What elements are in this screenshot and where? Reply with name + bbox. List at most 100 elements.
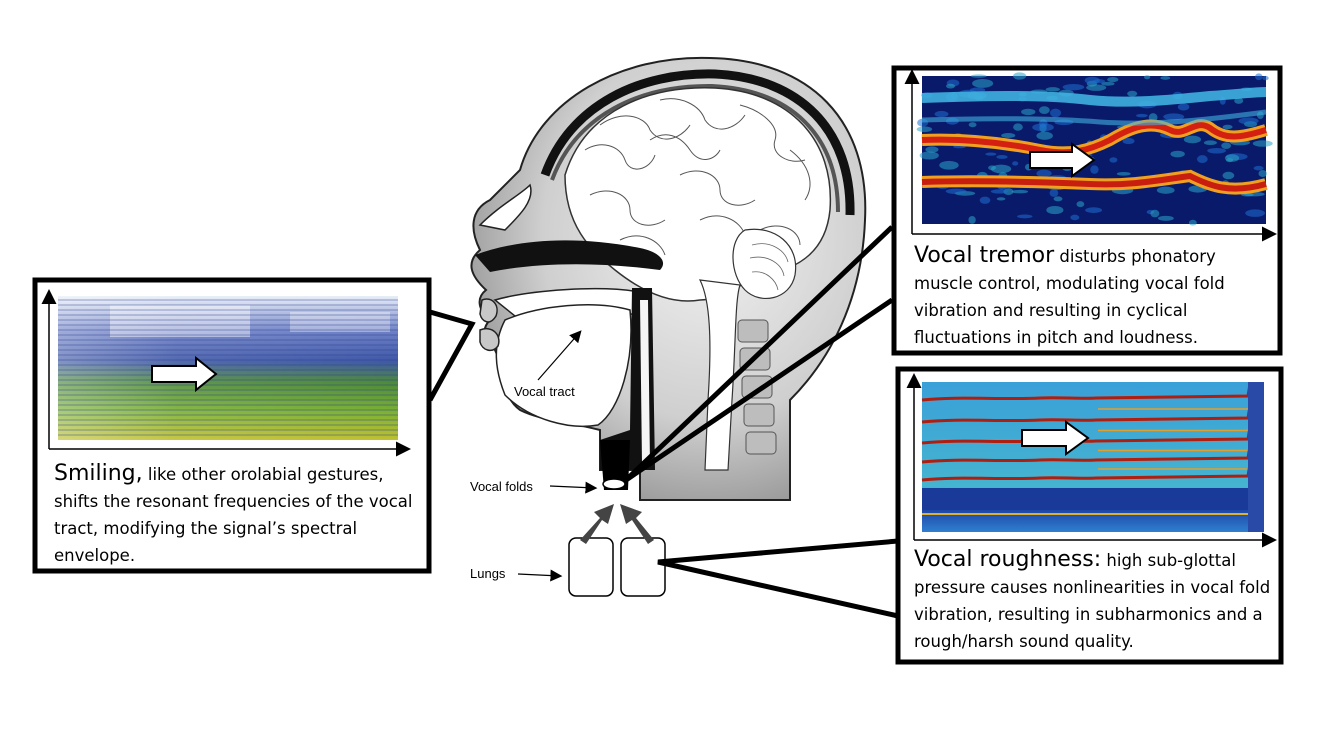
tremor-speckle: [1245, 209, 1265, 217]
tremor-speckle: [1036, 169, 1052, 178]
tremor-speckle: [1013, 123, 1023, 131]
tremor-speckle: [1163, 113, 1185, 121]
tremor-caption: Vocal tremor disturbs phonatory muscle c…: [914, 242, 1272, 351]
roughness-lead: Vocal roughness:: [914, 547, 1102, 572]
tremor-speckle: [1238, 117, 1259, 125]
tremor-speckle: [990, 189, 1008, 194]
tremor-speckle: [934, 110, 949, 118]
smiling-connector: [427, 309, 476, 402]
tremor-speckle: [1109, 157, 1118, 163]
tremor-speckle: [1050, 108, 1062, 118]
tremor-speckle: [1127, 90, 1138, 97]
tremor-speckle: [1143, 75, 1151, 80]
tremor-speckle: [1101, 81, 1115, 86]
vocal-tract-pointer: [537, 330, 582, 381]
tremor-speckle: [1234, 97, 1244, 104]
tremor-speckle: [1013, 72, 1027, 80]
tremor-speckle: [1038, 106, 1050, 114]
tremor-speckle: [1070, 214, 1080, 221]
tremor-speckle: [1011, 189, 1029, 194]
tremor-speckle: [1012, 161, 1019, 166]
tremor-speckle: [1116, 172, 1131, 176]
tremor-speckle: [1222, 171, 1235, 180]
tremor-speckle: [1222, 124, 1233, 130]
tremor-speckle: [1252, 140, 1273, 147]
airflow-arrow-left: [580, 504, 614, 544]
roughness-text: high sub-glottal pressure causes nonline…: [914, 551, 1271, 651]
tremor-speckle: [945, 188, 967, 195]
tremor-speckle: [1258, 169, 1267, 178]
tremor-shift-arrow: [1029, 142, 1096, 178]
tremor-speckle: [990, 164, 1012, 174]
tremor-speckle: [1045, 87, 1060, 92]
vocal-folds-label: Vocal folds: [470, 479, 533, 494]
tremor-speckle: [1084, 76, 1100, 84]
tremor-speckle: [972, 79, 994, 88]
tremor-speckle: [968, 215, 976, 224]
tremor-speckle: [1253, 165, 1264, 171]
smiling-caption: Smiling, like other orolabial gestures, …: [54, 460, 416, 569]
tremor-speckle: [1001, 133, 1016, 138]
tremor-speckle: [1157, 215, 1174, 221]
tremor-text: disturbs phonatory muscle control, modul…: [914, 247, 1225, 347]
roughness-harmonic-line: [921, 405, 1252, 424]
tremor-speckle: [1224, 154, 1240, 162]
tremor-speckle: [970, 74, 987, 78]
roughness-spectrogram: [921, 382, 1264, 532]
tremor-speckle: [1188, 219, 1197, 226]
smiling-shift-arrow: [151, 355, 218, 393]
tremor-speckle: [1053, 196, 1063, 202]
smiling-spectrogram: [58, 296, 398, 440]
tremor-speckle: [979, 196, 991, 204]
tremor-speckle: [946, 83, 956, 89]
tremor-speckle: [1196, 155, 1208, 164]
vocal-tract-label: Vocal tract: [514, 384, 575, 399]
tremor-speckle: [916, 126, 933, 133]
roughness-panel: [895, 366, 1284, 665]
smiling-lead: Smiling,: [54, 461, 143, 486]
tremor-speckle: [996, 155, 1008, 159]
tremor-speckle: [1221, 142, 1232, 149]
tremor-speckle: [1003, 188, 1014, 195]
tremor-speckle: [1156, 186, 1175, 194]
roughness-harmonic-line: [921, 445, 1252, 464]
smiling-text: like other orolabial gestures, shifts th…: [54, 465, 413, 565]
tremor-speckle: [1090, 165, 1099, 174]
roughness-caption: Vocal roughness: high sub-glottal pressu…: [914, 546, 1274, 655]
tremor-speckle: [1122, 137, 1135, 145]
tremor-speckle: [1183, 135, 1202, 144]
tremor-speckle: [1049, 189, 1059, 197]
tremor-speckle: [1032, 123, 1054, 132]
roughness-harmonic-line: [921, 463, 1252, 482]
tremor-speckle: [1160, 76, 1171, 80]
tremor-speckle: [1262, 75, 1269, 81]
smiling-panel: [32, 277, 432, 574]
vocal-folds-pointer: [549, 481, 598, 494]
tremor-speckle: [1207, 147, 1227, 154]
vocal-fold-ellipse: [602, 478, 626, 490]
tremor-speckle: [1170, 150, 1185, 158]
head-illustration: [470, 56, 867, 501]
tremor-spectrogram: [916, 72, 1273, 226]
tremor-speckle: [1036, 131, 1053, 140]
roughness-harmonic-line: [921, 383, 1252, 402]
tremor-speckle: [1021, 108, 1036, 116]
tremor-speckle: [1085, 207, 1103, 214]
brain-folds: [584, 98, 811, 256]
tremor-connector: [624, 225, 894, 483]
lungs-pointer: [517, 569, 563, 582]
tremor-speckle: [939, 160, 959, 170]
tremor-speckle: [1136, 113, 1148, 118]
tremor-speckle: [988, 165, 997, 171]
tremor-speckle: [1076, 201, 1085, 208]
tremor-speckle: [925, 146, 939, 153]
tremor-speckle: [968, 122, 977, 128]
tremor-speckle: [1255, 73, 1263, 81]
tremor-speckle: [1046, 205, 1064, 215]
roughness-connector: [657, 538, 899, 619]
tremor-speckle: [985, 152, 997, 156]
lungs-label: Lungs: [470, 566, 506, 581]
tremor-panel: [891, 65, 1283, 356]
tremor-speckle: [1203, 140, 1217, 146]
